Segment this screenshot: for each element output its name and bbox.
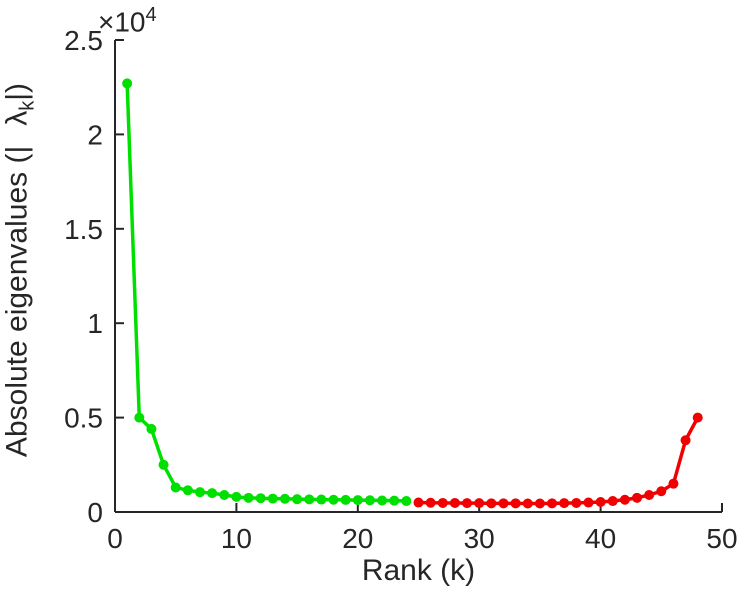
data-point-marker [292,494,303,505]
data-point-marker [377,495,388,506]
y-tick-label: 2 [87,119,103,150]
data-point-marker [668,478,679,489]
x-tick-label: 10 [221,523,252,554]
x-axis-label: Rank (k) [361,554,476,587]
data-point-marker [194,487,205,498]
series-line-trailing-eigenvalues [416,415,700,506]
data-point-marker [644,490,655,501]
series-line-leading-eigenvalues [125,81,409,503]
data-point-marker [595,496,606,507]
data-point-marker [134,412,145,423]
data-point-marker [304,494,315,505]
data-point-marker [279,493,290,504]
data-point-marker [146,423,157,434]
data-point-marker [207,488,218,499]
data-point-marker [219,490,230,501]
data-point-marker [316,494,327,505]
data-point-marker [498,498,509,509]
y-tick-label: 2.5 [64,25,103,56]
data-point-marker [534,498,545,509]
x-tick-label: 30 [464,523,495,554]
data-point-marker [425,497,436,508]
data-point-marker [462,498,473,509]
data-point-marker [619,494,630,505]
data-point-marker [656,486,667,497]
data-point-marker [547,498,558,509]
data-point-marker [607,496,618,507]
y-axis-exponent-label: ×104 [98,4,157,38]
y-label-prefix: Absolute eigenvalues (| [0,145,34,458]
data-point-marker [632,492,643,503]
y-tick-label: 1 [87,308,103,339]
data-point-marker [231,491,242,502]
data-point-marker [182,485,193,496]
y-tick-label: 1.5 [64,214,103,245]
data-point-marker [170,482,181,493]
data-point-marker [243,492,254,503]
data-point-marker [255,493,266,504]
data-point-marker [328,494,339,505]
data-point-marker [437,497,448,508]
data-point-marker [522,498,533,509]
exponent-power: 4 [145,4,157,26]
y-tick-label: 0 [87,497,103,528]
data-point-marker [571,497,582,508]
data-point-marker [486,498,497,509]
y-label-suffix: |) [0,82,34,101]
y-tick-label: 0.5 [64,403,103,434]
data-point-marker [449,497,460,508]
data-point-marker [352,495,363,506]
data-point-marker [340,494,351,505]
exponent-base: ×10 [98,6,146,38]
x-tick-label: 50 [706,523,737,554]
data-point-marker [474,498,485,509]
data-point-marker [510,498,521,509]
data-point-marker [680,435,691,446]
data-point-marker [389,495,400,506]
data-point-marker [401,496,412,507]
lambda-subscript: k [16,100,39,111]
data-point-marker [122,78,133,89]
data-point-marker [559,498,570,509]
data-point-marker [158,459,169,470]
lambda-symbol: λ [0,110,34,126]
data-point-marker [267,493,278,504]
x-tick-label: 40 [585,523,616,554]
data-point-marker [692,412,703,423]
x-tick-label: 20 [342,523,373,554]
data-point-marker [413,497,424,508]
x-tick-label: 0 [107,523,123,554]
data-point-marker [583,497,594,508]
data-point-marker [364,495,375,506]
y-axis-label: Absolute eigenvalues (| λk|) [1,83,40,457]
